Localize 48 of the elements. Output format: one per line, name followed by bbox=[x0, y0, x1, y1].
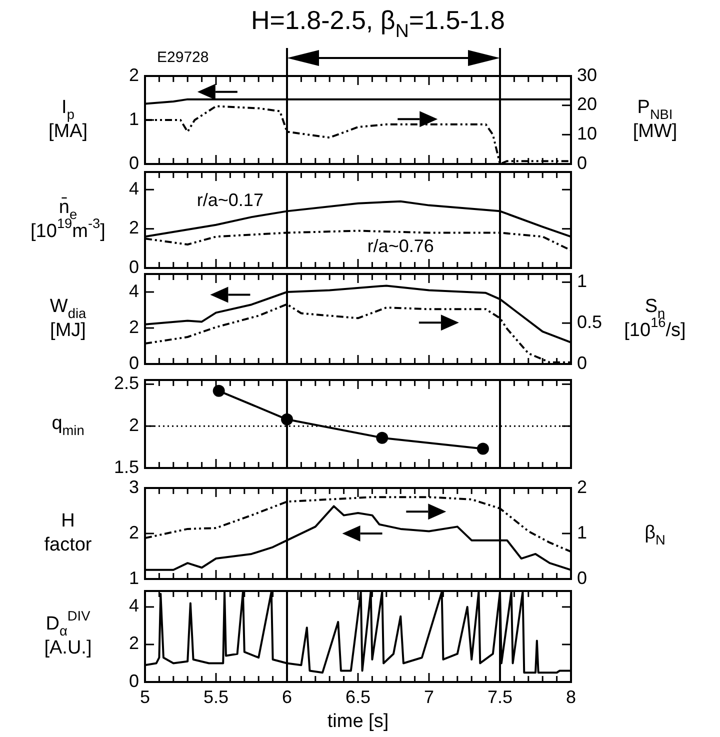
x-tick-label: 6 bbox=[282, 686, 292, 707]
y2-tick-label: 30 bbox=[577, 64, 598, 85]
y2-tick-label: 10 bbox=[577, 123, 598, 144]
y-tick-label: 4 bbox=[128, 178, 139, 198]
y2-tick-label: 2 bbox=[577, 476, 588, 497]
x-axis-title: time [s] bbox=[327, 711, 389, 732]
y2-tick-label: 0 bbox=[577, 568, 588, 588]
y-axis-title: H factor bbox=[44, 510, 92, 556]
y-tick-label: 2 bbox=[128, 522, 139, 542]
x-tick-label: 8 bbox=[566, 686, 576, 707]
y-axis-title: n̄$_{e}$ [10$^{19}$m$^{-3}$] bbox=[30, 197, 106, 242]
y2-tick-label: 20 bbox=[577, 94, 598, 114]
y2-axis-title: S$_{n}$ [10$^{16}$/s] bbox=[624, 296, 686, 341]
y2-axis-title: P$_{NBI}$ [MW] bbox=[632, 97, 678, 142]
x-tick-label: 5 bbox=[140, 686, 150, 707]
chart-title: H=1.8-2.5, β$_{N}$=1.5-1.8 bbox=[251, 4, 505, 42]
y-tick-label: 3 bbox=[128, 476, 139, 497]
y-tick-label: 1 bbox=[128, 568, 139, 588]
y-axis-title: W$_{dia}$ [MJ] bbox=[50, 296, 86, 341]
x-tick-label: 6.5 bbox=[345, 686, 371, 707]
y-tick-label: 2 bbox=[128, 64, 139, 85]
y2-tick-label: 0 bbox=[577, 352, 588, 373]
text: E29728 bbox=[157, 48, 209, 66]
y-tick-label: 2 bbox=[128, 414, 139, 435]
y-tick-label: 2 bbox=[128, 316, 139, 337]
y2-tick-label: 0 bbox=[577, 152, 588, 173]
series-label: r/a~0.76 bbox=[367, 236, 434, 256]
y-tick-label: 0 bbox=[128, 670, 139, 691]
x-tick-label: 7.5 bbox=[487, 686, 513, 707]
y-tick-label: 1 bbox=[128, 108, 139, 129]
y-tick-label: 0 bbox=[128, 256, 139, 277]
y-tick-label: 4 bbox=[128, 280, 139, 301]
y2-tick-label: 1 bbox=[577, 270, 588, 291]
y2-axis-title: β$_{N}$ bbox=[644, 522, 666, 548]
x-tick-label: 7 bbox=[424, 686, 434, 707]
y-tick-label: 4 bbox=[128, 596, 139, 616]
y-tick-label: 1.5 bbox=[114, 456, 139, 477]
y-tick-label: 2 bbox=[128, 218, 139, 238]
legend-label: r/a~0.17 bbox=[196, 190, 264, 210]
y2-tick-label: 1 bbox=[577, 522, 588, 542]
y-axis-title: I$_{p}$ [MA] bbox=[48, 97, 88, 142]
y2-tick-label: 0.5 bbox=[577, 312, 602, 332]
y-tick-label: 2 bbox=[128, 633, 139, 654]
y-tick-label: 0 bbox=[128, 352, 139, 373]
y-tick-label: 0 bbox=[128, 152, 139, 173]
y-tick-label: 2.5 bbox=[114, 372, 139, 393]
x-tick-label: 5.5 bbox=[203, 686, 229, 707]
y-axis-title: q$_{min}$ bbox=[52, 413, 84, 438]
